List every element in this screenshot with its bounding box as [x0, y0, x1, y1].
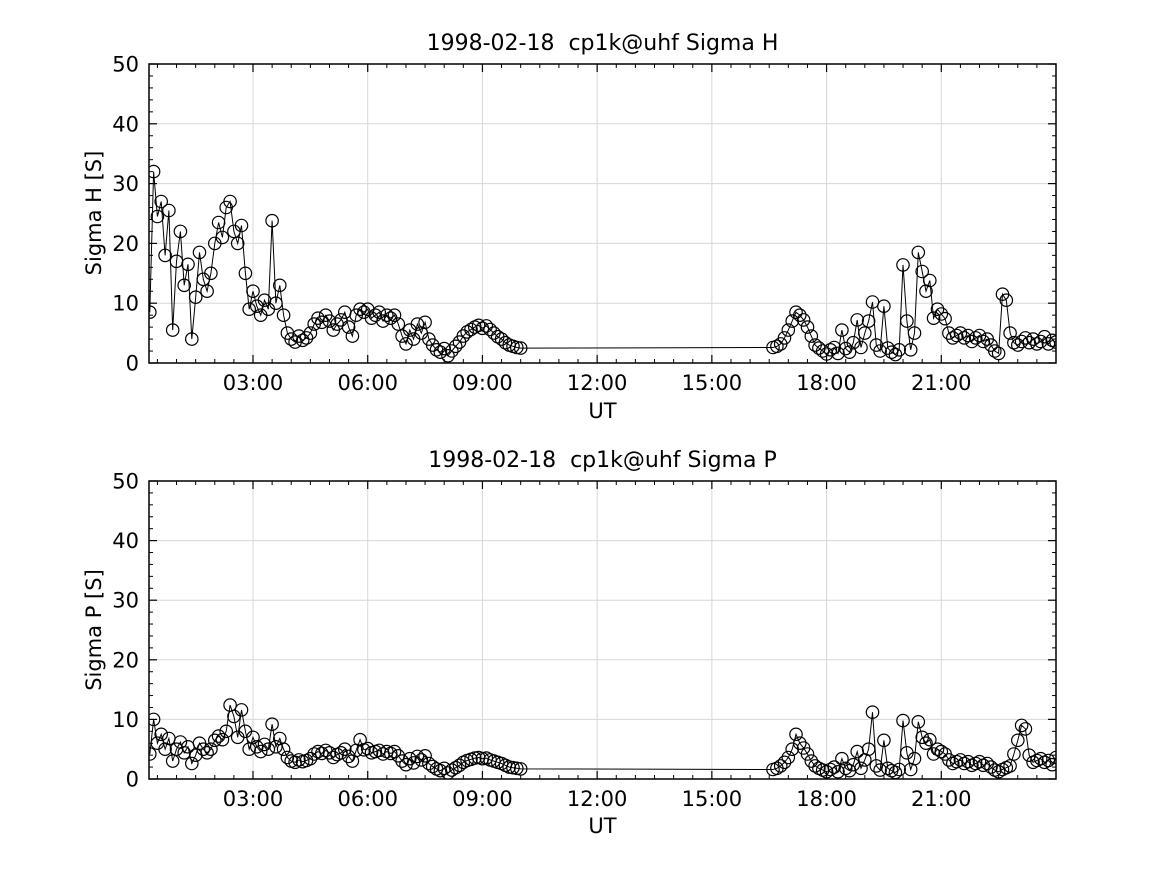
x-tick-label: 06:00 — [337, 371, 398, 395]
sigma-h-plot: 03:00 06:00 09:00 12:00 15:00 18:00 21:00 0 10 20… — [112, 53, 1057, 395]
y-tick-label: 20 — [112, 232, 139, 256]
x-tick-label: 18:00 — [796, 787, 857, 811]
sigma-h-ylabel: Sigma H [S] — [82, 150, 106, 276]
x-tick-label: 06:00 — [337, 787, 398, 811]
sigma-p-plot: 03:00 06:00 09:00 12:00 15:00 18:00 21:00 0 10 20… — [112, 470, 1057, 811]
x-tick-label: 03:00 — [223, 787, 284, 811]
y-tick-label: 0 — [126, 352, 139, 376]
sigma-h-xlabel: UT — [588, 399, 617, 423]
sigma-p-xlabel: UT — [588, 814, 617, 838]
x-tick-label: 09:00 — [452, 787, 513, 811]
x-tick-label: 21:00 — [911, 371, 972, 395]
y-tick-label: 50 — [112, 470, 139, 494]
x-tick-label: 21:00 — [911, 787, 972, 811]
x-tick-label: 12:00 — [567, 787, 628, 811]
y-tick-label: 10 — [112, 708, 139, 732]
y-tick-label: 50 — [112, 53, 139, 77]
x-tick-label: 15:00 — [682, 371, 743, 395]
x-tick-label: 15:00 — [682, 787, 743, 811]
y-tick-label: 10 — [112, 292, 139, 316]
sigma-h-title: 1998-02-18 cp1k@uhf Sigma H — [426, 31, 779, 56]
y-tick-label: 30 — [112, 172, 139, 196]
sigma-p-title: 1998-02-18 cp1k@uhf Sigma P — [428, 448, 777, 473]
y-tick-label: 0 — [126, 768, 139, 792]
x-tick-label: 12:00 — [567, 371, 628, 395]
y-tick-label: 40 — [112, 529, 139, 553]
x-tick-label: 09:00 — [452, 371, 513, 395]
y-tick-label: 30 — [112, 589, 139, 613]
y-tick-label: 40 — [112, 112, 139, 136]
x-tick-label: 03:00 — [223, 371, 284, 395]
x-tick-label: 18:00 — [796, 371, 857, 395]
sigma-p-ylabel: Sigma P [S] — [82, 569, 106, 691]
y-tick-label: 20 — [112, 648, 139, 672]
